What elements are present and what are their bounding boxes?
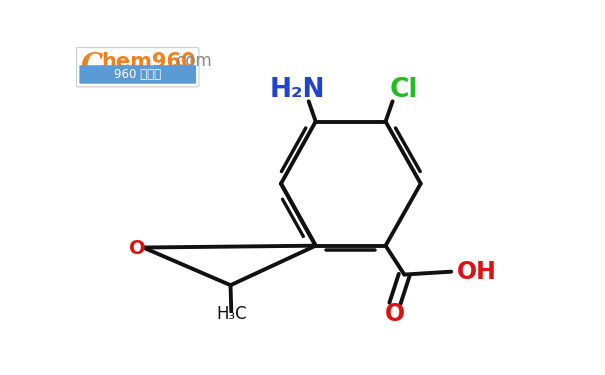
- Text: Cl: Cl: [390, 77, 419, 103]
- Text: C: C: [81, 52, 103, 79]
- Text: H₂N: H₂N: [269, 77, 325, 103]
- Text: O: O: [129, 238, 146, 258]
- Text: hem960: hem960: [102, 52, 196, 72]
- Text: .com: .com: [172, 52, 212, 70]
- FancyBboxPatch shape: [77, 48, 199, 87]
- Text: 960 化工网: 960 化工网: [114, 68, 161, 81]
- FancyBboxPatch shape: [79, 65, 196, 84]
- Text: O: O: [385, 302, 405, 326]
- Text: H₃C: H₃C: [217, 305, 247, 323]
- Text: OH: OH: [457, 260, 497, 284]
